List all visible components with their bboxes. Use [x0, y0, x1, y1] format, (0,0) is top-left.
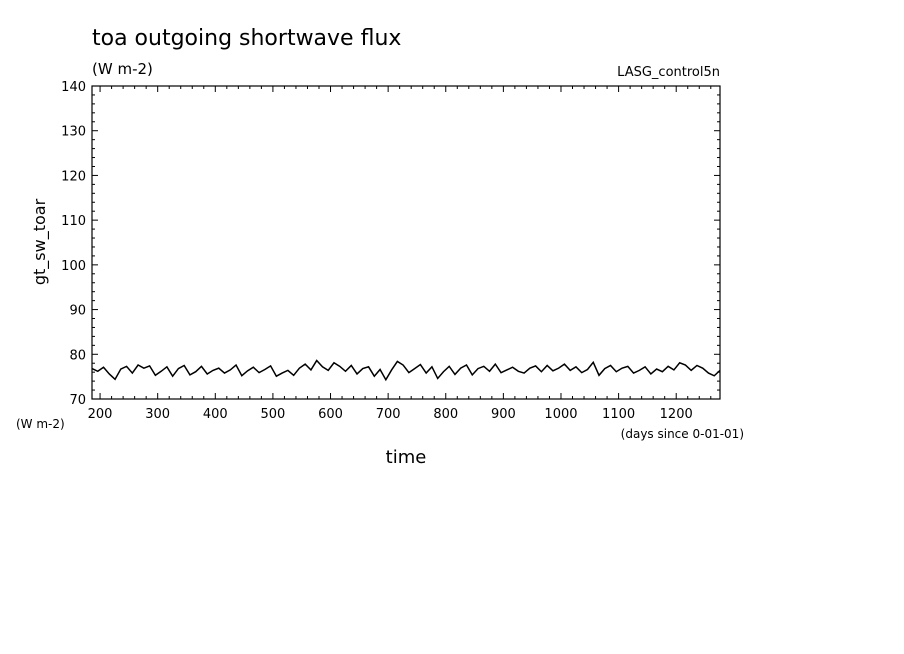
x-tick-label: 1000: [544, 407, 577, 422]
y-tick-label: 100: [61, 259, 86, 274]
y-axis-title: gt_sw_toar: [30, 198, 50, 285]
tick-marks: [92, 85, 720, 400]
x-tick-label: 400: [203, 407, 228, 422]
y-tick-labels: 70 80 90 100 110 120 130 140: [61, 80, 86, 408]
x-tick-label: 1100: [602, 407, 635, 422]
x-tick-label: 300: [145, 407, 170, 422]
x-tick-label: 500: [260, 407, 285, 422]
x-tick-label: 200: [88, 407, 113, 422]
y-tick-label: 140: [61, 80, 86, 95]
series-line-gt_sw_toar: [91, 359, 721, 382]
chart-subtitle: (W m-2): [92, 60, 153, 78]
x-tick-label: 600: [318, 407, 343, 422]
y-tick-label: 70: [69, 393, 86, 408]
x-tick-labels: 200 300 400 500 600 700 800 900 1000 1100 1200: [88, 407, 693, 422]
run-label: LASG_control5n: [617, 65, 720, 80]
x-tick-label: 1200: [660, 407, 693, 422]
y-tick-label: 110: [61, 214, 86, 229]
chart-title: toa outgoing shortwave flux: [92, 26, 401, 51]
x-tick-label: 900: [491, 407, 516, 422]
x-axis-title: time: [386, 447, 427, 468]
x-tick-label: 800: [433, 407, 458, 422]
y-tick-label: 130: [61, 125, 86, 140]
y-unit-label: (W m-2): [16, 417, 65, 431]
y-tick-label: 80: [69, 348, 86, 363]
y-tick-label: 90: [69, 304, 86, 319]
x-unit-label: (days since 0-01-01): [621, 427, 744, 441]
plot-frame: [91, 85, 721, 400]
x-tick-label: 700: [376, 407, 401, 422]
y-tick-label: 120: [61, 169, 86, 184]
